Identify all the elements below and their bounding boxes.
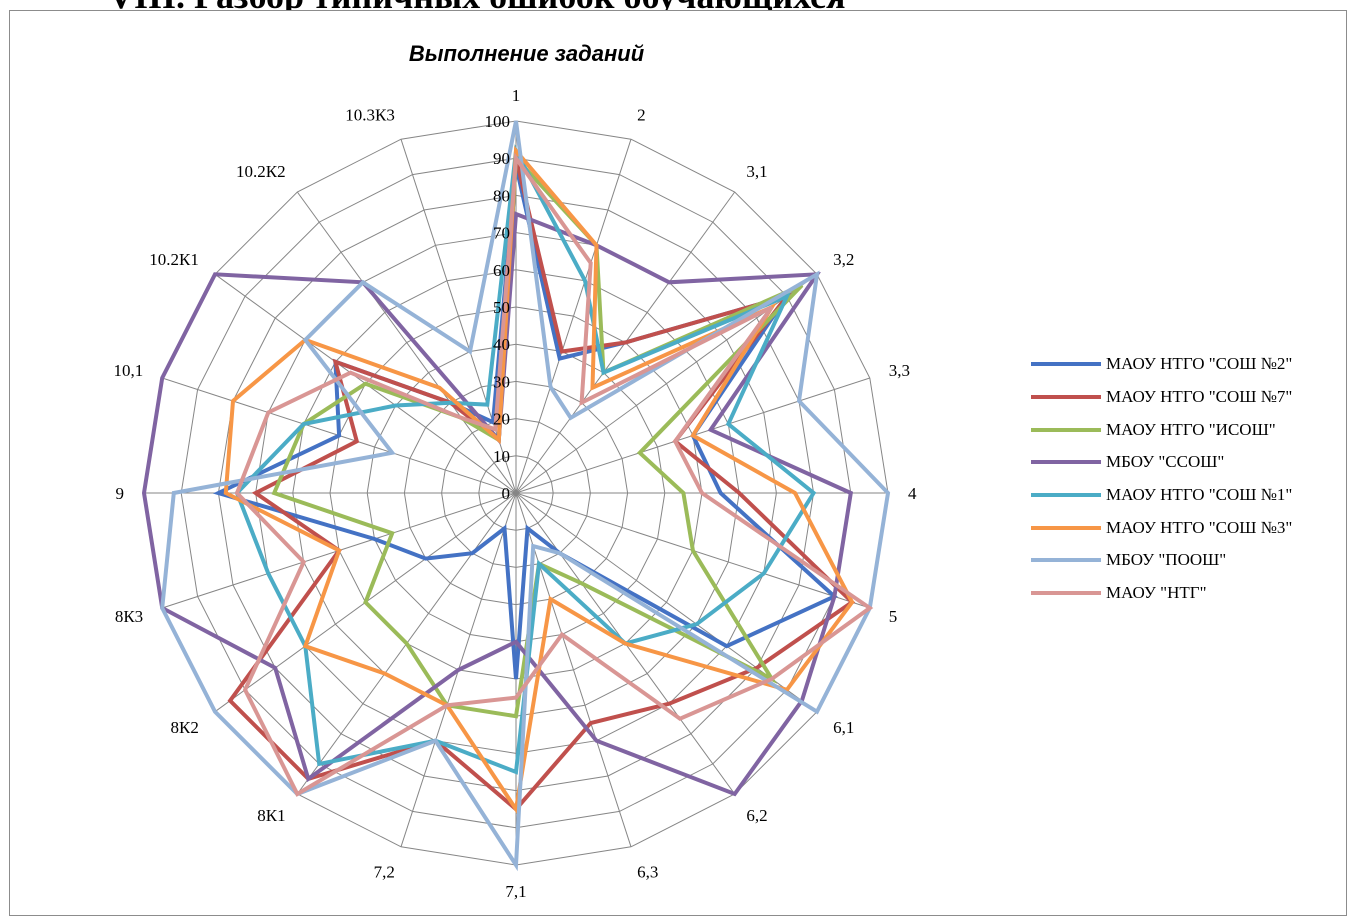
- series-line-4: [141, 211, 854, 797]
- category-label: 2: [637, 106, 646, 125]
- legend-label: МАОУ НТГО "СОШ №1": [1106, 485, 1293, 505]
- radial-tick-label: 80: [493, 186, 510, 205]
- series-line-7: [160, 120, 891, 872]
- legend-swatch: [1031, 395, 1101, 400]
- radial-tick-label: 30: [493, 372, 510, 391]
- category-label: 9: [116, 484, 125, 503]
- legend-item: МАОУ НТГО "СОШ №2": [1031, 348, 1349, 381]
- legend-label: МАОУ НТГО "СОШ №3": [1106, 517, 1293, 537]
- legend-item: МАОУ НТГО "СОШ №7": [1031, 381, 1349, 414]
- chart-legend: МАОУ НТГО "СОШ №2" МАОУ НТГО "СОШ №7" МАОУ…: [1031, 348, 1349, 610]
- grid-spoke: [400, 139, 517, 494]
- category-label: 6,2: [746, 806, 767, 825]
- legend-swatch: [1031, 493, 1101, 498]
- legend-swatch: [1031, 362, 1101, 367]
- legend-label: МБОУ "ПООШ": [1106, 550, 1227, 570]
- category-label: 8К1: [257, 806, 285, 825]
- category-label: 10.2К2: [236, 162, 286, 181]
- category-label: 5: [889, 607, 898, 626]
- legend-item: МАОУ НТГО "СОШ №3": [1031, 511, 1349, 544]
- legend-label: МАОУ НТГО "ИСОШ": [1106, 419, 1276, 439]
- legend-label: МБОУ "ССОШ": [1106, 452, 1225, 472]
- category-label: 3,1: [746, 162, 767, 181]
- category-label: 4: [908, 484, 917, 503]
- legend-swatch: [1031, 460, 1101, 465]
- chart-title: Выполнение заданий: [408, 41, 645, 66]
- series-line-8: [234, 152, 874, 797]
- legend-item: МАОУ "НТГ": [1031, 577, 1349, 610]
- radial-tick-label: 90: [493, 149, 510, 168]
- radial-tick-label: 70: [493, 224, 510, 243]
- category-label: 10,1: [113, 361, 143, 380]
- grid-spoke: [515, 139, 632, 494]
- grid-spoke: [515, 492, 632, 847]
- legend-label: МАОУ "НТГ": [1106, 583, 1207, 603]
- legend-swatch: [1031, 427, 1101, 432]
- series-line-1: [212, 165, 838, 680]
- radial-tick-label: 20: [493, 410, 510, 429]
- grid-spoke: [296, 191, 517, 494]
- radial-tick-label: 10: [493, 447, 510, 466]
- category-label: 8К2: [171, 718, 199, 737]
- category-label: 10.2К1: [149, 250, 199, 269]
- chart-frame: Выполнение заданий 0 10 20 30 40 50 60 70 80 90 10…: [9, 10, 1347, 916]
- category-label: 10.3К3: [345, 106, 395, 125]
- category-label: 3,3: [889, 361, 910, 380]
- legend-item: МАОУ НТГО "СОШ №1": [1031, 479, 1349, 512]
- radial-tick-label: 100: [485, 112, 511, 131]
- legend-label: МАОУ НТГО "СОШ №2": [1106, 354, 1293, 374]
- radial-tick-label: 60: [493, 261, 510, 280]
- legend-item: МАОУ НТГО "ИСОШ": [1031, 413, 1349, 446]
- category-label: 7,1: [505, 882, 526, 901]
- series-line-2: [227, 157, 856, 813]
- series-line-5: [234, 144, 817, 775]
- legend-swatch: [1031, 525, 1101, 530]
- category-label: 7,2: [374, 863, 395, 882]
- legend-item: МБОУ "ССОШ": [1031, 446, 1349, 479]
- legend-swatch: [1031, 591, 1101, 596]
- legend-swatch: [1031, 558, 1101, 563]
- radial-tick-label: 40: [493, 335, 510, 354]
- legend-item: МБОУ "ПООШ": [1031, 544, 1349, 577]
- category-label: 8К3: [115, 607, 143, 626]
- series-line-6: [223, 145, 855, 815]
- category-label: 3,2: [833, 250, 854, 269]
- category-label: 6,3: [637, 863, 658, 882]
- category-label: 1: [512, 86, 521, 105]
- legend-label: МАОУ НТГО "СОШ №7": [1106, 387, 1293, 407]
- category-label: 6,1: [833, 718, 854, 737]
- radial-tick-label: 50: [493, 298, 510, 317]
- radial-tick-label: 0: [502, 484, 511, 503]
